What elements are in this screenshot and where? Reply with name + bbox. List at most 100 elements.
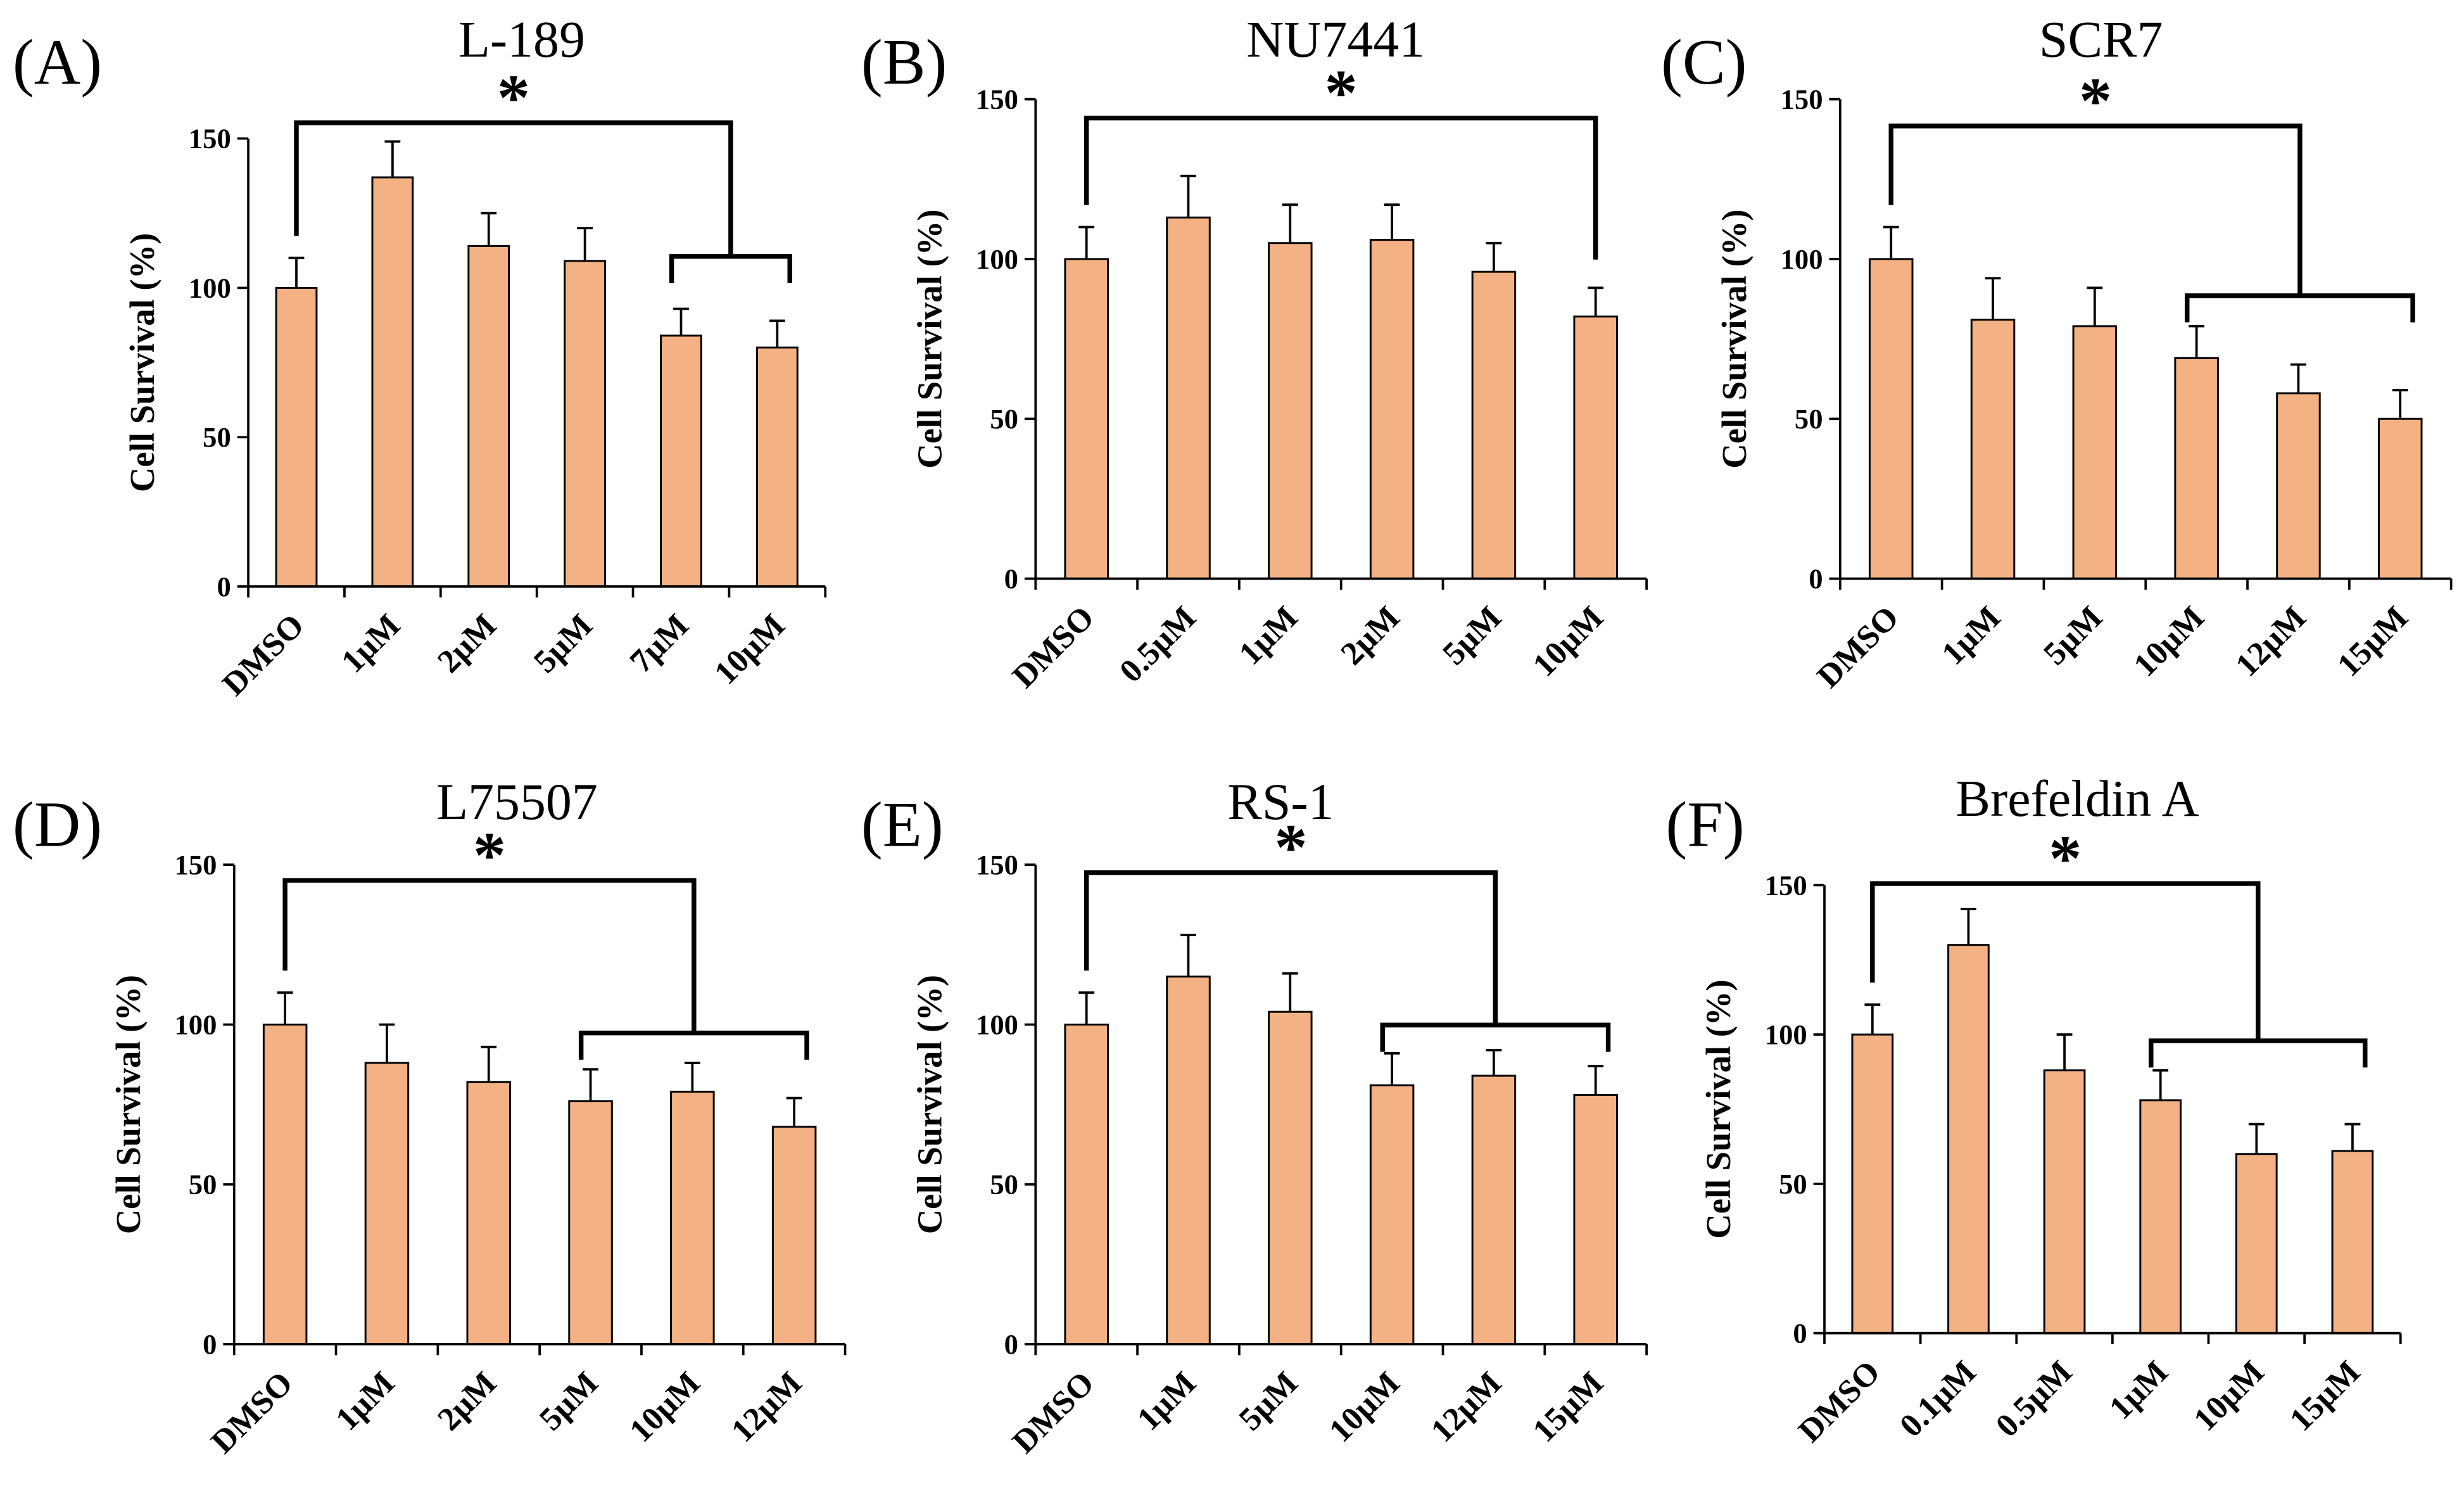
y-tick-label: 100 <box>174 1008 217 1040</box>
x-tick-label: 1µM <box>2102 1354 2175 1427</box>
panel-label: (E) <box>861 789 944 860</box>
significance-bracket <box>1084 115 1598 260</box>
significance-star: * <box>497 61 530 134</box>
y-tick-label: 50 <box>1779 1168 1807 1200</box>
significance-bracket <box>1084 870 1498 1026</box>
bar <box>275 286 318 588</box>
panel-label: (A) <box>13 27 102 98</box>
bar <box>262 1023 308 1345</box>
significance-sub-bracket <box>669 254 792 283</box>
bar <box>1868 258 1914 580</box>
chart-title: L75507 <box>436 773 598 830</box>
bar <box>1064 258 1109 580</box>
y-axis-label: Cell Survival (%) <box>123 233 161 492</box>
x-tick-label: DMSO <box>205 1365 300 1461</box>
x-tick-label: 2µM <box>431 607 503 680</box>
bar <box>1970 319 2016 580</box>
bar <box>771 1126 817 1345</box>
y-axis-label: Cell Survival (%) <box>1715 209 1753 468</box>
x-tick-label: 5µM <box>1232 1365 1305 1438</box>
bar <box>1573 315 1618 580</box>
x-tick-label: 5µM <box>2037 599 2109 672</box>
bar <box>660 334 702 588</box>
chart-title: SCR7 <box>2039 11 2163 68</box>
panel-label: (B) <box>861 27 947 98</box>
significance-star: * <box>473 818 506 892</box>
significance-star: * <box>2049 822 2082 895</box>
y-tick-label: 100 <box>1765 1019 1807 1050</box>
y-tick-label: 50 <box>203 421 231 453</box>
x-tick-label: 10µM <box>2187 1354 2271 1438</box>
significance-sub-bracket <box>1380 1022 1611 1052</box>
bar <box>1947 944 1990 1335</box>
x-tick-label: 15µM <box>1526 1365 1610 1449</box>
bar <box>1166 216 1211 580</box>
significance-star: * <box>1275 811 1308 884</box>
x-tick-label: 1µM <box>329 1365 402 1438</box>
panel-label: (F) <box>1665 789 1744 860</box>
x-tick-label: 12µM <box>1424 1365 1508 1449</box>
bar <box>1471 270 1517 580</box>
chart-panel-e: (E) RS-1 Cell Survival (%) 0 50 100 150 DMSO 1µM… <box>861 773 1648 1461</box>
x-tick-label: 7µM <box>623 607 696 680</box>
y-axis-label: Cell Survival (%) <box>910 209 949 468</box>
bar <box>2331 1150 2374 1335</box>
chart-panel-f: (F) Brefeldin A Cell Survival (%) 0 50 100 150… <box>1665 770 2402 1449</box>
bar <box>371 176 414 588</box>
x-tick-label: 5µM <box>533 1365 605 1438</box>
significance-bracket <box>294 120 733 257</box>
bar <box>2072 325 2118 580</box>
x-tick-label: 15µM <box>2330 599 2415 683</box>
bar <box>670 1090 715 1345</box>
bar <box>2139 1099 2182 1335</box>
significance-bracket <box>1888 124 2303 296</box>
bar <box>2174 357 2219 580</box>
x-tick-label: 0.5µM <box>1113 599 1203 689</box>
x-tick-label: 1µM <box>1232 599 1305 672</box>
significance-sub-bracket <box>2185 293 2415 323</box>
x-tick-label: 10µM <box>623 1365 707 1449</box>
y-tick-label: 100 <box>1781 243 1823 275</box>
x-tick-label: DMSO <box>1006 599 1101 695</box>
y-tick-label: 150 <box>976 84 1018 115</box>
bar <box>1471 1074 1517 1345</box>
bar <box>1573 1093 1618 1345</box>
bar <box>1369 1084 1415 1345</box>
x-tick-label: 0.5µM <box>1989 1354 2079 1444</box>
bar <box>564 260 606 588</box>
chart-title: Brefeldin A <box>1955 770 2199 827</box>
bar <box>466 1081 512 1345</box>
chart-title: RS-1 <box>1227 773 1334 830</box>
x-tick-label: 5µM <box>527 607 600 680</box>
bar <box>1166 976 1211 1345</box>
y-tick-label: 50 <box>990 1169 1018 1200</box>
y-tick-label: 150 <box>174 849 217 880</box>
bar <box>364 1062 410 1345</box>
bar <box>1369 239 1415 580</box>
chart-panel-c: (C) SCR7 Cell Survival (%) 0 50 100 150 DMSO 1µM… <box>1661 11 2453 695</box>
chart-panel-b: (B) NU7441 Cell Survival (%) 0 50 100 150 DMSO 0… <box>861 11 1648 695</box>
y-tick-label: 50 <box>990 403 1018 435</box>
x-tick-label: DMSO <box>216 607 312 703</box>
y-tick-label: 0 <box>1004 562 1018 594</box>
bar <box>2276 392 2321 580</box>
y-tick-label: 100 <box>189 272 231 303</box>
bar <box>1851 1033 1894 1335</box>
significance-bracket <box>282 878 697 1033</box>
significance-bracket <box>1870 881 2261 1041</box>
x-tick-label: 2µM <box>431 1365 503 1438</box>
bar <box>755 346 799 588</box>
x-tick-label: 1µM <box>1935 599 2008 672</box>
bar <box>467 245 510 588</box>
chart-panel-a: (A) L-189 Cell Survival (%) 0 50 100 150 DMSO 1µ… <box>13 11 827 703</box>
bar <box>568 1100 613 1345</box>
y-tick-label: 0 <box>1809 562 1823 594</box>
x-tick-label: 10µM <box>708 607 792 692</box>
x-tick-label: 10µM <box>1322 1365 1406 1449</box>
bar <box>2377 417 2423 580</box>
y-tick-label: 150 <box>189 123 231 155</box>
x-tick-label: DMSO <box>1006 1365 1101 1461</box>
y-tick-label: 0 <box>217 571 231 602</box>
bar <box>1268 242 1313 580</box>
x-tick-label: DMSO <box>1810 599 1906 695</box>
